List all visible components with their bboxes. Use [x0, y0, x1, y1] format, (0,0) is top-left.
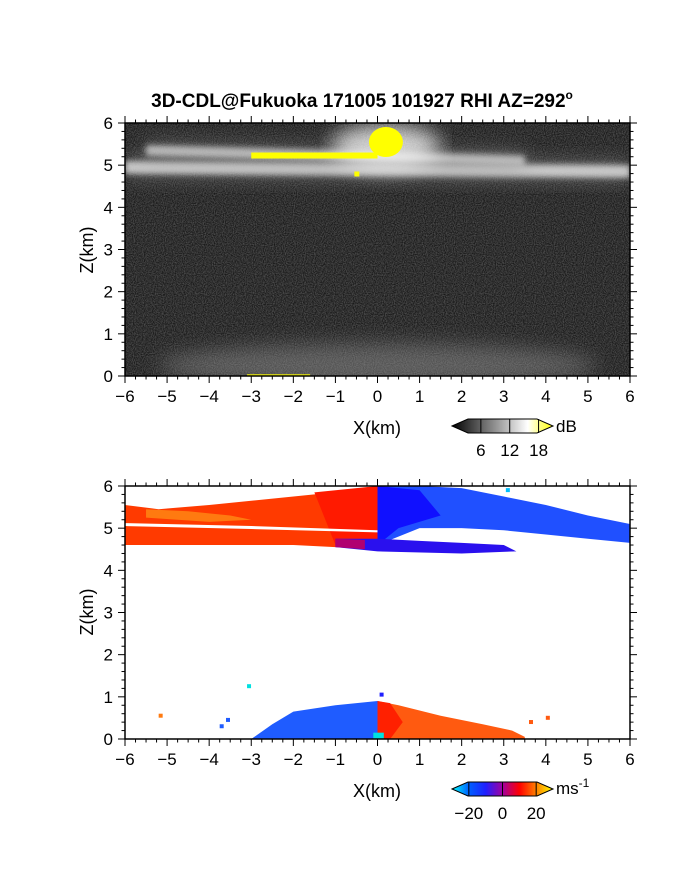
top-x-tick-label: −4 [199, 387, 218, 406]
top-cbar-unit: dB [556, 417, 577, 436]
bot-y-tick-label: 4 [104, 561, 113, 580]
bot-y-tick-label: 2 [104, 646, 113, 665]
top-x-tick-label: 5 [583, 387, 592, 406]
top-x-tick-label: −5 [157, 387, 176, 406]
bot-x-tick-label: 2 [457, 750, 466, 769]
top-y-label: Z(km) [77, 227, 97, 274]
bot-x-tick-label: 5 [583, 750, 592, 769]
bot-x-tick-label: 3 [499, 750, 508, 769]
scatter-pixel [219, 724, 224, 729]
yellow-streak [251, 152, 378, 159]
layer-gap [125, 523, 420, 535]
scatter-pixel [247, 684, 252, 689]
bot-x-tick-label: 4 [541, 750, 550, 769]
bot-x-tick-label: 6 [625, 750, 634, 769]
yellow-surface [247, 374, 311, 376]
velocity-colorbar: −20 0 20 [450, 781, 555, 823]
top-cbar-tick-label: 18 [529, 441, 548, 460]
bot-y-tick-label: 6 [104, 477, 113, 496]
upper-deep-blue-core [377, 486, 441, 546]
velocity-panel: −6 −5 −4 −3 −2 −1 0 1 2 3 4 5 6 0 1 2 3 4 5 6 X(km) Z(km) −… [77, 477, 637, 823]
bot-cbar-unit-exp: -1 [579, 776, 590, 790]
scatter-pixel [158, 713, 163, 718]
bot-x-tick-label: −4 [199, 750, 218, 769]
bot-cbar-tick-label: 0 [498, 804, 507, 823]
bot-x-label: X(km) [353, 781, 401, 801]
top-y-tick-label: 3 [104, 241, 113, 260]
top-y-tick-label: 6 [104, 114, 113, 133]
bot-cbar-unit: ms-1 [556, 776, 590, 798]
bot-y-label: Z(km) [77, 589, 97, 636]
top-y-tick-label: 4 [104, 198, 113, 217]
bot-y-tick-label: 1 [104, 688, 113, 707]
surface-orange-region [377, 701, 525, 739]
bot-cbar-unit-base: ms [556, 779, 579, 798]
scatter-pixel [545, 715, 550, 720]
bot-cbar-tick-label: 20 [527, 804, 546, 823]
velocity-image [125, 486, 630, 739]
upper-blue-region [377, 486, 630, 546]
lower-blue-layer [335, 538, 517, 554]
top-x-tick-label: −2 [284, 387, 303, 406]
top-x-tick-label: 2 [457, 387, 466, 406]
top-x-tick-label: −3 [242, 387, 261, 406]
top-cbar-tick-label: 6 [476, 441, 485, 460]
top-x-tick-label: 4 [541, 387, 550, 406]
yellow-dot [354, 171, 360, 177]
bot-x-tick-label: −1 [326, 750, 345, 769]
upper-orange-patch [146, 509, 252, 522]
reflectivity-colorbar: 6 12 18 [450, 418, 555, 460]
yellow-core [368, 126, 403, 157]
bot-x-tick-label: 1 [415, 750, 424, 769]
bot-x-tick-label: −3 [242, 750, 261, 769]
top-x-tick-label: 1 [415, 387, 424, 406]
top-cbar-tick-label: 12 [500, 441, 519, 460]
top-y-tick-label: 1 [104, 325, 113, 344]
upper-warm-region [125, 488, 378, 548]
title-degree: o [566, 88, 573, 102]
bot-x-tick-label: −2 [284, 750, 303, 769]
top-y-tick-label: 5 [104, 156, 113, 175]
surface-cyan-spot [373, 732, 384, 739]
top-y-tick-label: 0 [104, 367, 113, 386]
top-x-tick-label: 3 [499, 387, 508, 406]
bot-y-tick-label: 0 [104, 730, 113, 749]
chart-title: 3D-CDL@Fukuoka 171005 101927 RHI AZ=292o [151, 88, 573, 112]
top-x-label: X(km) [353, 418, 401, 438]
layer-purple-edge [335, 538, 365, 550]
title-main: 3D-CDL@Fukuoka 171005 101927 RHI AZ=292 [151, 91, 565, 112]
scatter-pixel [529, 720, 533, 725]
top-x-tick-label: 6 [625, 387, 634, 406]
surface-echo [157, 343, 598, 376]
bot-y-tick-label: 3 [104, 604, 113, 623]
reflectivity-image [125, 123, 630, 376]
scatter-pixel [226, 717, 230, 722]
top-cbar-bar [450, 418, 555, 434]
bot-x-tick-label: −5 [157, 750, 176, 769]
bot-cbar-tick-label: −20 [454, 804, 483, 823]
bot-x-tick-label: −6 [115, 750, 134, 769]
top-x-tick-label: −6 [115, 387, 134, 406]
top-x-tick-label: −1 [326, 387, 345, 406]
surface-blue-region [251, 701, 378, 739]
bot-x-tick-label: 0 [373, 750, 382, 769]
top-x-tick-label: 0 [373, 387, 382, 406]
scatter-pixel [505, 488, 510, 493]
surface-red-core [377, 701, 403, 739]
bot-y-tick-label: 5 [104, 519, 113, 538]
scatter-pixel [379, 692, 384, 697]
top-y-tick-label: 2 [104, 283, 113, 302]
